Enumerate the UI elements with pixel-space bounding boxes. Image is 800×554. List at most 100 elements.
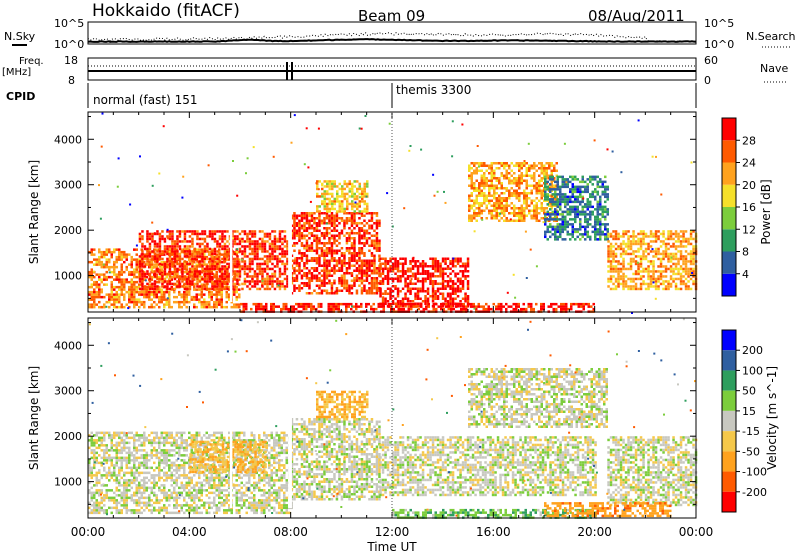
power-echo-cell — [596, 200, 599, 204]
power-echo-cell — [290, 237, 294, 240]
power-echo-cell — [584, 188, 587, 191]
power-echo-cell — [118, 280, 121, 284]
power-echo-cell — [535, 209, 538, 212]
power-echo-cell — [360, 287, 364, 290]
power-echo-cell — [293, 277, 296, 280]
power-echo-cell — [639, 232, 643, 236]
power-echo-cell — [188, 250, 192, 253]
power-echo-cell — [331, 207, 334, 211]
power-echo-cell — [231, 287, 234, 291]
power-echo-cell — [183, 295, 186, 299]
power-echo-cell — [268, 252, 272, 256]
power-echo-cell — [389, 267, 392, 270]
power-echo-cell — [303, 229, 306, 232]
power-echo-cell — [318, 279, 321, 282]
power-echo-cell — [248, 265, 252, 268]
power-echo-cell — [315, 247, 319, 250]
power-echo-cell — [384, 277, 387, 280]
power-echo-cell — [281, 250, 284, 253]
power-echo-cell — [449, 295, 452, 298]
power-echo-cell — [348, 292, 351, 295]
power-echo-cell — [133, 280, 136, 284]
power-echo-cell — [280, 307, 283, 311]
power-echo-cell — [350, 287, 354, 290]
power-echo-cell — [612, 282, 615, 286]
power-echo-cell — [378, 249, 381, 252]
power-echo-cell — [120, 288, 123, 291]
power-echo-cell — [348, 232, 351, 235]
power-echo-cell — [335, 212, 339, 215]
power-echo-cell — [208, 300, 211, 304]
power-echo-cell — [370, 284, 374, 287]
power-echo-cell — [341, 195, 344, 198]
power-echo-cell — [215, 253, 218, 256]
power-echo-cell — [391, 280, 395, 283]
power-echo-cell — [325, 259, 329, 262]
power-echo-cell — [141, 270, 144, 273]
power-echo-cell — [657, 230, 660, 233]
power-echo-cell — [143, 260, 146, 264]
power-echo-cell — [586, 190, 589, 194]
power-echo-cell — [446, 302, 450, 305]
power-echo-cell — [399, 305, 402, 308]
power-echo-cell — [180, 300, 183, 304]
power-echo-cell — [601, 190, 604, 194]
power-echo-cell — [614, 265, 618, 268]
power-echo-cell — [409, 270, 412, 273]
power-echo-cell — [206, 235, 209, 238]
power-echo-cell — [298, 234, 301, 237]
power-echo-cell — [151, 232, 154, 236]
power-echo-cell — [669, 265, 673, 268]
power-echo-cell — [340, 267, 344, 270]
power-echo-cell — [335, 287, 339, 290]
power-echo-cell — [298, 249, 301, 252]
power-echo-cell — [293, 289, 296, 292]
power-echo-cell — [426, 272, 430, 275]
power-echo-cell — [333, 272, 336, 275]
power-echo-cell — [138, 305, 141, 309]
power-echo-cell — [328, 192, 331, 196]
power-echo-cell — [394, 277, 397, 280]
power-echo-cell — [231, 272, 234, 276]
power-echo-cell — [365, 277, 369, 280]
power-echo-cell — [195, 295, 198, 299]
power-echo-cell — [632, 242, 635, 246]
power-echo-cell — [315, 284, 319, 287]
power-echo-cell — [431, 275, 435, 278]
cpid-panel: CPID normal (fast) 151 themis 3300 — [6, 83, 697, 108]
power-echo-cell — [416, 297, 420, 300]
power-echo-cell — [168, 270, 172, 273]
power-echo-cell — [133, 300, 136, 304]
power-echo-cell — [375, 232, 379, 235]
power-echo-cell — [394, 262, 397, 265]
power-echo-cell — [554, 180, 557, 184]
power-echo-cell — [599, 235, 602, 239]
power-echo-cell — [677, 240, 680, 243]
power-echo-cell — [363, 284, 366, 287]
power-echo-cell — [549, 225, 552, 229]
power-echo-cell — [168, 295, 171, 299]
power-echo-cell — [424, 295, 427, 298]
power-echo-cell — [679, 265, 683, 268]
power-echo-cell — [135, 298, 138, 301]
power-echo-cell — [647, 272, 650, 276]
power-echo-cell — [228, 293, 231, 296]
power-echo-cell — [436, 260, 440, 263]
power-echo-cell — [406, 282, 410, 285]
power-echo-cell — [115, 258, 118, 261]
power-echo-cell — [185, 290, 188, 294]
power-echo-cell — [251, 252, 254, 256]
power-echo-cell — [574, 178, 577, 181]
power-echo-cell — [203, 275, 207, 278]
power-echo-cell — [308, 212, 311, 215]
power-echo-cell — [333, 242, 336, 245]
power-echo-cell — [659, 257, 663, 261]
power-echo-cell — [395, 302, 398, 306]
power-echo-cell — [515, 164, 518, 167]
power-echo-cell — [657, 280, 660, 283]
power-echo-cell — [634, 285, 638, 288]
power-echo-cell — [379, 280, 382, 283]
power-echo-cell — [528, 209, 531, 212]
power-echo-cell — [211, 262, 214, 266]
power-echo-cell — [404, 280, 407, 283]
